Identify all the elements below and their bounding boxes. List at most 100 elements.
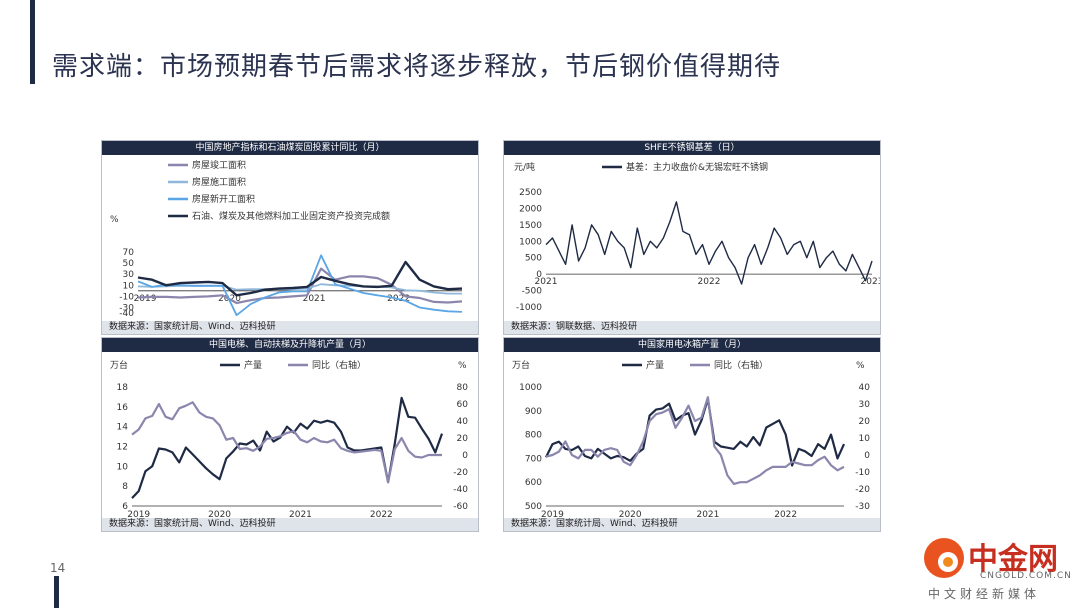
chart-panel-realestate: 中国房地产指标和石油煤炭固投累计同比（月） % 70 50 30 10 -10 -30 -40…: [101, 140, 479, 335]
y-tick-label: 6: [122, 502, 128, 512]
y-tick-label: 500: [525, 502, 542, 512]
y-axis-label: 元/吨: [514, 161, 535, 173]
x-tick-label: 2019: [541, 510, 564, 518]
y-tick-label: 10: [123, 281, 135, 291]
y-tick-label: 1500: [519, 221, 542, 231]
chart-panel-stainless-basis: SHFE不锈钢基差（日） 元/吨 2500 2000 1500 1000 500 0 -500…: [503, 140, 881, 335]
y2-tick-label: 20: [457, 434, 469, 444]
y-tick-label: 2000: [519, 204, 542, 214]
y2-tick-label: 10: [859, 434, 871, 444]
y2-tick-label: 80: [457, 383, 469, 393]
x-tick-label: 2020: [619, 510, 642, 518]
logo-mark-icon: [924, 538, 964, 578]
series-line: [545, 201, 873, 285]
y2-tick-label: 60: [457, 400, 469, 410]
y2-tick-label: -20: [453, 468, 468, 478]
chart-panel-elevator: 中国电梯、自动扶梯及升降机产量（月） 万台% 18 16 14 12 10 8 6 80 60 40…: [101, 337, 479, 532]
chart-source: 数据来源：国家统计局、Wind、迈科投研: [102, 518, 478, 531]
y-tick-label: -1000: [516, 303, 542, 313]
series-line: [137, 254, 463, 317]
x-tick-label: 2021: [696, 510, 719, 518]
y-tick-label: 50: [123, 259, 135, 269]
title-accent-bar: [30, 0, 35, 84]
x-tick-label: 2019: [134, 294, 157, 304]
y2-tick-label: 0: [864, 451, 870, 461]
y-tick-label: 1000: [519, 237, 542, 247]
series-line: [131, 401, 442, 484]
footer-accent-bar: [54, 576, 59, 608]
logo-subtitle: 中文财经新媒体: [928, 587, 1041, 601]
y2-tick-label: -10: [855, 468, 870, 478]
chart-refrigerator: 万台 % 1000 900 800 700 600 500 40 30 20 10 0 -10 -20 -30…: [512, 359, 871, 518]
x-tick-label: 2020: [208, 510, 231, 518]
y-tick-label: 30: [123, 270, 135, 280]
series-line: [137, 260, 463, 297]
y-tick-label: 900: [525, 407, 542, 417]
y-tick-label: -40: [119, 309, 134, 319]
y-axis-label: %: [110, 215, 119, 225]
y-tick-label: 600: [525, 478, 542, 488]
legend-label: 石油、煤炭及其他燃料加工业固定资产投资完成额: [192, 210, 390, 222]
chart-panel-refrigerator: 中国家用电冰箱产量（月） 万台% 1000 900 800 700 600 500 40 30 2…: [503, 337, 881, 532]
logo-name: 中金网: [968, 542, 1058, 577]
x-tick-label: 2021: [535, 277, 558, 287]
chart-title: 中国家用电冰箱产量（月）: [504, 338, 880, 352]
chart-source: 数据来源：国家统计局、Wind、迈科投研: [504, 518, 880, 531]
legend-label: 产量: [244, 359, 262, 371]
x-tick-label: 2021: [289, 510, 312, 518]
y-tick-label: 70: [123, 248, 135, 258]
x-tick-label: 2019: [127, 510, 150, 518]
y2-tick-label: 0: [462, 451, 468, 461]
x-tick-label: 2021: [303, 294, 326, 304]
legend-label: 同比（右轴）: [312, 359, 366, 371]
series-line: [545, 396, 845, 485]
y2-tick-label: -40: [453, 485, 468, 495]
y-tick-label: 2500: [519, 188, 542, 198]
y-tick-label: 12: [117, 443, 128, 453]
legend-label: 房屋新开工面积: [192, 193, 255, 205]
logo-url: CNGOLD.COM.CN: [980, 571, 1072, 581]
y2-tick-label: 20: [859, 417, 871, 427]
x-tick-label: 2022: [774, 510, 797, 518]
y-tick-label: 10: [117, 462, 129, 472]
chart-source: 数据来源：钢联数据、迈科投研: [504, 321, 880, 334]
y-tick-label: 14: [117, 423, 129, 433]
y2-axis-label: %: [856, 361, 865, 371]
chart-source: 数据来源：国家统计局、Wind、迈科投研: [102, 321, 478, 334]
y-tick-label: -500: [522, 287, 543, 297]
y-tick-label: -30: [119, 303, 134, 313]
chart-elevator: 万台 % 18 16 14 12 10 8 6 80 60 40 20 0 -20 -40 -60 2019 202…: [110, 359, 469, 518]
y-tick-label: 700: [525, 454, 542, 464]
legend-label: 基差：主力收盘价&无锡宏旺不锈钢: [626, 161, 768, 173]
y-tick-label: 800: [525, 431, 542, 441]
series-line: [545, 397, 846, 467]
legend-label: 房屋竣工面积: [192, 159, 246, 171]
legend-label: 同比（右轴）: [714, 359, 768, 371]
y-axis-label: 万台: [512, 359, 530, 371]
legend-label: 房屋施工面积: [192, 176, 246, 188]
y-tick-label: 8: [122, 482, 128, 492]
x-tick-label: 2023: [861, 277, 880, 287]
y-tick-label: -10: [119, 292, 134, 302]
y-tick-label: 18: [117, 383, 129, 393]
y-tick-label: 16: [117, 403, 129, 413]
x-tick-label: 2022: [370, 510, 393, 518]
chart-title: 中国房地产指标和石油煤炭固投累计同比（月）: [102, 141, 478, 155]
page-title: 需求端：市场预期春节后需求将逐步释放，节后钢价值得期待: [52, 52, 782, 82]
y-tick-label: 0: [536, 270, 542, 280]
y-tick-label: 1000: [519, 383, 542, 393]
y2-tick-label: -30: [855, 502, 870, 512]
y2-tick-label: 30: [859, 400, 871, 410]
y-axis-label: 万台: [110, 359, 128, 371]
page-number: 14: [50, 561, 66, 575]
y2-tick-label: -60: [453, 502, 468, 512]
x-tick-label: 2022: [698, 277, 721, 287]
y2-tick-label: 40: [457, 417, 469, 427]
chart-title: 中国电梯、自动扶梯及升降机产量（月）: [102, 338, 478, 352]
chart-stainless-basis: 元/吨 2500 2000 1500 1000 500 0 -500 -1000 2021 2022…: [514, 161, 880, 313]
chart-title: SHFE不锈钢基差（日）: [504, 141, 880, 155]
y2-tick-label: -20: [855, 485, 870, 495]
y2-axis-label: %: [458, 361, 467, 371]
brand-logo: 中金网 CNGOLD.COM.CN 中文财经新媒体: [920, 534, 1072, 604]
